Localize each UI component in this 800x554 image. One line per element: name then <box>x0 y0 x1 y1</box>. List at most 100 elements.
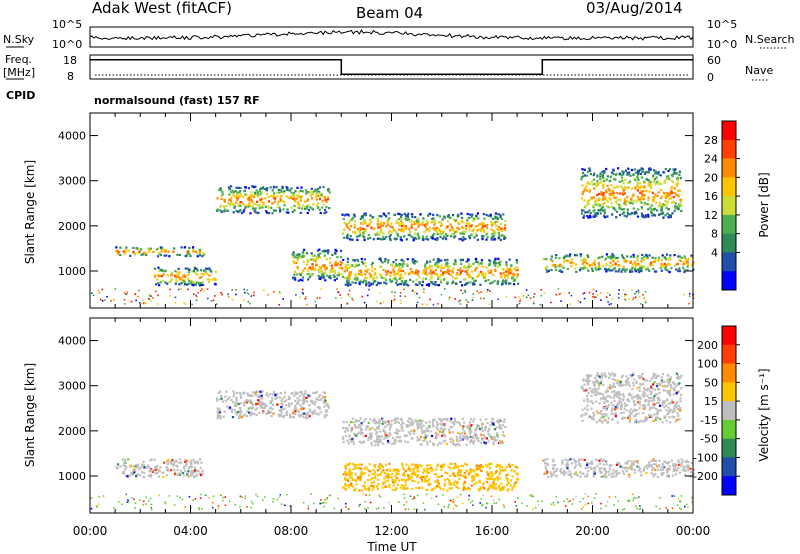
range-gate-cell <box>323 275 326 278</box>
range-gate-cell <box>402 422 405 425</box>
range-gate-cell <box>449 437 452 440</box>
range-gate-cell <box>514 269 518 272</box>
range-gate-cell <box>357 466 360 469</box>
range-gate-cell <box>597 209 600 212</box>
range-gate-cell <box>457 473 460 476</box>
range-gate-cell <box>603 212 606 215</box>
range-gate-cell <box>649 415 652 418</box>
noise-cell <box>134 293 136 296</box>
noise-cell <box>416 301 419 304</box>
range-gate-cell <box>628 180 632 183</box>
range-gate-cell <box>599 397 602 400</box>
noise-cell <box>298 296 301 299</box>
range-gate-cell <box>301 276 305 279</box>
range-gate-cell <box>464 266 467 269</box>
range-gate-cell <box>351 440 355 443</box>
range-gate-cell <box>296 206 300 209</box>
noise-cell <box>463 289 466 292</box>
range-gate-cell <box>511 486 514 489</box>
range-gate-cell <box>389 425 392 429</box>
range-gate-cell <box>628 171 631 174</box>
range-gate-cell <box>296 397 299 400</box>
range-gate-cell <box>437 284 441 287</box>
range-gate-cell <box>176 270 179 274</box>
range-gate-cell <box>626 208 629 211</box>
range-gate-cell <box>344 479 348 482</box>
range-gate-cell <box>490 421 493 424</box>
range-gate-cell <box>664 195 667 198</box>
range-gate-cell <box>446 262 449 265</box>
range-gate-cell <box>652 200 655 203</box>
range-gate-cell <box>486 224 489 227</box>
range-gate-cell <box>678 267 681 270</box>
range-gate-cell <box>652 463 655 466</box>
range-gate-cell <box>636 189 639 192</box>
range-gate-cell <box>313 269 316 272</box>
range-gate-cell <box>632 193 635 196</box>
range-gate-cell <box>595 388 598 391</box>
range-gate-cell <box>646 203 649 206</box>
range-gate-cell <box>285 195 288 198</box>
range-gate-cell <box>385 282 388 285</box>
range-gate-cell <box>195 461 198 464</box>
range-gate-cell <box>254 207 257 210</box>
range-gate-cell <box>660 269 663 272</box>
range-gate-cell <box>494 483 497 486</box>
noise-cell <box>174 296 177 299</box>
range-gate-cell <box>626 211 629 214</box>
range-gate-cell <box>674 464 677 468</box>
range-gate-cell <box>368 272 371 275</box>
range-gate-cell <box>398 283 401 286</box>
range-gate-cell <box>662 468 665 471</box>
noise-cell <box>183 302 185 304</box>
range-gate-cell <box>652 267 655 270</box>
range-gate-cell <box>326 403 329 406</box>
range-gate-cell <box>372 276 375 279</box>
range-gate-cell <box>669 216 672 219</box>
range-gate-cell <box>326 409 329 412</box>
range-gate-cell <box>583 458 586 461</box>
range-gate-cell <box>422 217 425 220</box>
range-gate-cell <box>623 188 626 191</box>
range-gate-cell <box>359 280 362 283</box>
range-gate-cell <box>242 202 245 206</box>
range-gate-cell <box>476 467 479 470</box>
range-gate-cell <box>397 269 400 272</box>
range-gate-cell <box>400 424 403 427</box>
noise-cell <box>156 303 159 305</box>
noise-cell <box>402 288 405 291</box>
range-gate-cell <box>416 232 419 235</box>
noise-cell <box>247 300 250 303</box>
range-gate-cell <box>506 267 509 270</box>
range-gate-cell <box>306 260 309 263</box>
range-gate-cell <box>253 191 257 194</box>
range-gate-cell <box>380 215 383 218</box>
range-gate-cell <box>505 264 508 267</box>
range-gate-cell <box>595 266 599 269</box>
range-gate-cell <box>385 225 388 228</box>
range-gate-cell <box>516 268 519 272</box>
range-gate-cell <box>265 393 268 396</box>
range-gate-cell <box>622 182 625 185</box>
range-gate-cell <box>673 187 676 190</box>
noise-cell <box>569 303 571 305</box>
range-gate-cell <box>592 402 595 405</box>
range-gate-cell <box>443 417 446 421</box>
range-gate-cell <box>364 428 368 431</box>
range-gate-cell <box>667 390 670 393</box>
range-gate-cell <box>426 479 429 483</box>
range-gate-cell <box>684 468 687 472</box>
range-gate-cell <box>657 374 660 377</box>
range-gate-cell <box>659 204 662 207</box>
range-gate-cell <box>186 250 190 253</box>
range-gate-cell <box>381 224 384 227</box>
range-gate-cell <box>494 232 497 235</box>
range-gate-cell <box>449 474 452 477</box>
range-gate-cell <box>293 204 296 207</box>
range-gate-cell <box>654 196 657 199</box>
range-gate-cell <box>313 190 316 193</box>
range-gate-cell <box>667 461 670 464</box>
range-gate-cell <box>288 413 291 416</box>
range-gate-cell <box>326 252 330 255</box>
range-gate-cell <box>361 216 364 219</box>
